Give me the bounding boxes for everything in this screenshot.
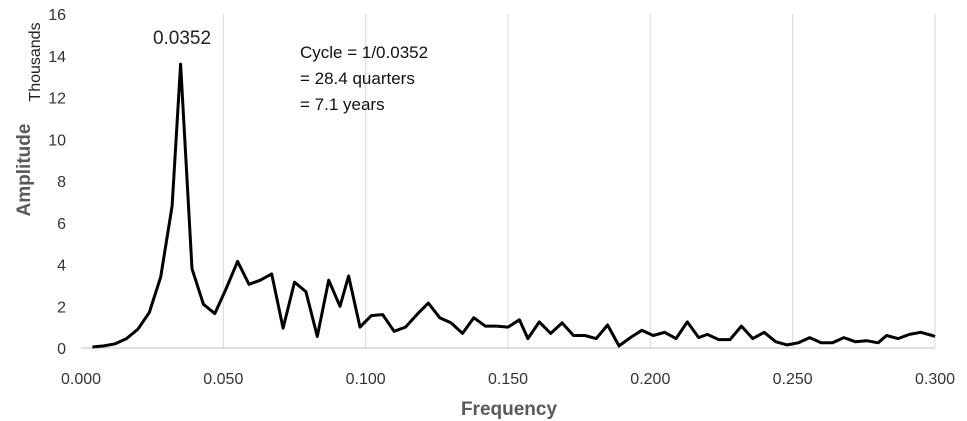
x-tick-label: 0.300 bbox=[915, 371, 955, 388]
y-tick-label: 16 bbox=[48, 7, 66, 24]
x-tick-label: 0.000 bbox=[61, 371, 101, 388]
gridlines bbox=[222, 14, 936, 348]
y-tick-label: 8 bbox=[57, 174, 66, 191]
y-axis-title: Amplitude bbox=[14, 124, 35, 217]
y-tick-label: 12 bbox=[48, 91, 66, 108]
y-axis-unit: Thousands bbox=[27, 22, 44, 101]
cycle-annotation-line-2: = 28.4 quarters bbox=[300, 69, 415, 88]
x-tick-label: 0.150 bbox=[488, 371, 528, 388]
x-tick-label: 0.200 bbox=[630, 371, 670, 388]
cycle-annotation-line-3: = 7.1 years bbox=[300, 95, 385, 114]
x-tick-label: 0.100 bbox=[346, 371, 386, 388]
y-tick-label: 6 bbox=[57, 216, 66, 233]
peak-frequency-label: 0.0352 bbox=[153, 28, 211, 49]
x-axis-title: Frequency bbox=[461, 399, 558, 420]
y-tick-label: 2 bbox=[57, 299, 66, 316]
y-tick-label: 4 bbox=[57, 258, 66, 275]
x-tick-labels: 0.000 0.050 0.100 0.150 0.200 0.250 0.300 bbox=[61, 371, 955, 388]
x-tick-label: 0.050 bbox=[203, 371, 243, 388]
x-tick-label: 0.250 bbox=[773, 371, 813, 388]
cycle-annotation-line-1: Cycle = 1/0.0352 bbox=[300, 43, 428, 62]
y-tick-label: 10 bbox=[48, 132, 66, 149]
y-tick-label: 14 bbox=[48, 49, 66, 66]
y-tick-labels: 0 2 4 6 8 10 12 14 16 bbox=[48, 7, 66, 358]
spectrum-line bbox=[92, 62, 936, 349]
y-tick-label: 0 bbox=[57, 341, 66, 358]
